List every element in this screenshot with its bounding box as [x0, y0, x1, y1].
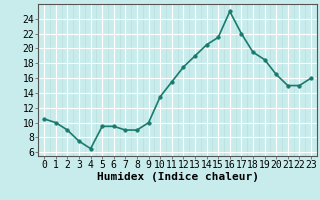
X-axis label: Humidex (Indice chaleur): Humidex (Indice chaleur): [97, 172, 259, 182]
